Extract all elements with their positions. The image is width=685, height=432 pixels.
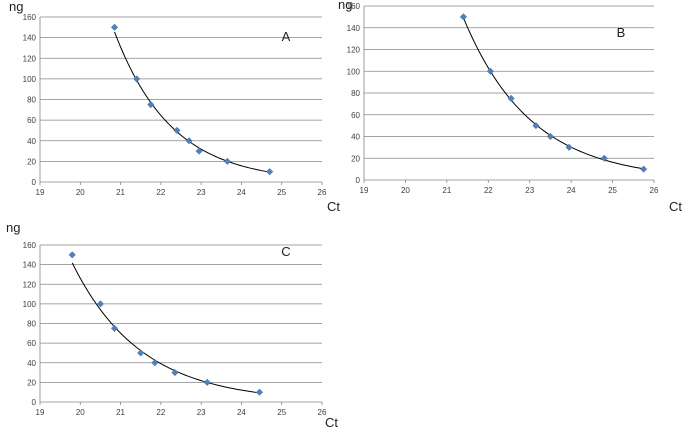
x-tick-label: 20 [76,408,85,417]
y-tick-label: 120 [23,280,37,289]
y-tick-label: 140 [23,34,37,43]
y-tick-label: 60 [27,339,36,348]
y-axis-title: ng [6,220,20,235]
x-tick-label: 24 [237,188,246,197]
y-tick-label: 0 [32,398,37,407]
y-tick-label: 20 [27,157,36,166]
data-point [532,122,540,130]
data-point [171,368,179,377]
x-axis-title: Ct [325,415,338,430]
data-point [255,388,264,396]
x-tick-label: 24 [237,408,246,417]
y-tick-label: 80 [27,320,36,329]
chart-panel-a: 0 20 40 60 80 100 120 140 160 19 20 21 22 23 24 25 26 ng C… [9,0,340,214]
x-axis-title: Ct [669,199,682,214]
data-point [486,67,494,75]
y-tick-label: 20 [351,154,360,163]
data-point [96,300,105,308]
chart-panel-c: 0 20 40 60 80 100 120 140 160 19 20 21 22 23 24 25 26 ng C… [6,220,338,430]
data-point [640,165,648,173]
y-axis-title: ng [338,0,352,12]
x-tick-label: 25 [277,408,286,417]
x-tick-label: 22 [156,408,165,417]
x-tick-label: 26 [650,186,659,195]
x-tick-label: 20 [76,188,85,197]
data-point [195,147,203,155]
data-point [546,132,555,141]
data-point [266,168,274,176]
y-tick-label: 40 [351,133,360,142]
y-tick-label: 80 [27,96,36,105]
data-point [133,75,141,83]
data-point [459,13,468,21]
y-tick-label: 60 [351,111,360,120]
exponential-trendline [114,31,270,173]
data-point [147,101,155,109]
y-tick-label: 140 [23,261,37,270]
data-point [68,251,76,259]
y-tick-label: 160 [347,2,361,11]
y-tick-label: 160 [23,13,37,22]
exponential-trendline [462,17,644,170]
y-tick-label: 40 [27,137,36,146]
x-tick-label: 21 [116,188,125,197]
y-tick-label: 120 [23,54,37,63]
y-axis-title: ng [9,0,23,14]
data-point [565,143,573,151]
data-point [110,324,119,332]
y-tick-label: 140 [347,24,361,33]
x-tick-label: 22 [156,188,165,197]
y-tick-label: 20 [27,378,36,387]
y-tick-label: 120 [347,46,361,55]
x-tick-label: 21 [116,408,125,417]
x-tick-label: 23 [197,408,206,417]
x-tick-label: 20 [401,186,410,195]
y-tick-label: 80 [351,89,360,98]
y-tick-label: 40 [27,359,36,368]
data-point [151,359,159,367]
x-tick-label: 19 [36,408,45,417]
y-tick-label: 0 [32,178,37,187]
data-point [507,94,515,103]
x-tick-label: 19 [36,188,45,197]
x-tick-label: 25 [608,186,617,195]
data-point [173,126,181,135]
panel-label: B [617,25,626,40]
x-tick-label: 23 [525,186,534,195]
data-point [137,349,145,357]
x-tick-label: 26 [318,188,327,197]
x-tick-label: 23 [197,188,206,197]
y-tick-label: 100 [23,75,37,84]
exponential-trendline [71,262,260,394]
x-tick-label: 26 [318,408,327,417]
y-tick-label: 100 [23,300,37,309]
panel-label: C [281,244,290,259]
y-tick-label: 160 [23,241,37,250]
x-axis-title: Ct [327,199,340,214]
data-point [223,157,231,165]
y-tick-label: 100 [347,67,361,76]
y-tick-label: 0 [356,176,361,185]
data-point [600,154,608,162]
y-tick-label: 60 [27,116,36,125]
x-tick-label: 24 [567,186,576,195]
data-point [185,137,193,145]
data-point [110,23,119,31]
x-tick-label: 22 [484,186,493,195]
data-point [203,378,211,386]
x-tick-label: 21 [442,186,451,195]
x-tick-label: 19 [360,186,369,195]
panel-label: A [282,29,291,44]
x-tick-label: 25 [277,188,286,197]
chart-panel-b: 0 20 40 60 80 100 120 140 160 19 20 21 22 23 24 25 26 ng C… [338,0,682,214]
